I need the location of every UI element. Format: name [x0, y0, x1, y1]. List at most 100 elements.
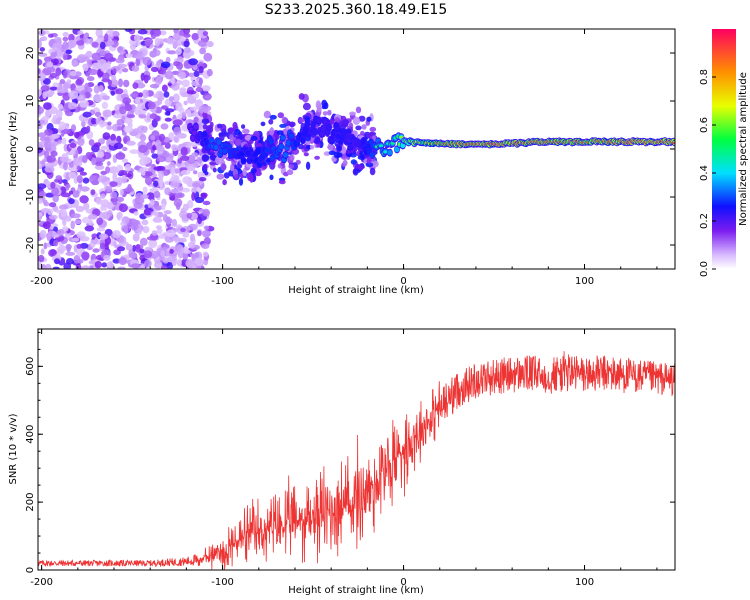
spectrogram-cell — [146, 236, 156, 241]
spectrogram-cell — [48, 202, 57, 208]
spectrogram-cell — [62, 52, 68, 61]
spectrogram-cell — [97, 175, 108, 183]
snr-frame — [37, 328, 676, 571]
spectrogram-cell — [334, 117, 340, 123]
spectrogram-cell — [369, 126, 377, 132]
figure-title: S233.2025.360.18.49.E15 — [265, 2, 448, 18]
spectrogram-cell — [149, 113, 158, 120]
spectrogram-cell — [327, 109, 332, 116]
spectrogram-cell — [174, 192, 185, 199]
spectrogram-cell — [124, 163, 132, 171]
y-tick-label: 0 — [25, 146, 36, 152]
spectrogram-cell — [172, 119, 183, 126]
spectrogram-cell — [189, 233, 196, 242]
spectrogram-cell — [80, 186, 90, 192]
spectrogram-cell — [55, 109, 63, 118]
spectrogram-cell — [84, 82, 89, 92]
spectrogram-cell — [180, 169, 191, 175]
spectrogram-cell — [130, 263, 141, 269]
spectrogram-cell — [51, 133, 60, 139]
spectrogram-cell — [51, 187, 60, 196]
spectrogram-cell — [73, 131, 80, 139]
spectrogram-cell — [115, 57, 125, 64]
spectrogram-cell — [339, 123, 347, 130]
spectrogram-cell — [173, 32, 181, 41]
spectrogram-cell — [88, 260, 96, 265]
spectrogram-cell — [110, 191, 118, 199]
spectrogram-cell — [276, 130, 284, 135]
spectrogram-cell — [268, 119, 274, 125]
spectrogram-cell — [65, 183, 71, 189]
spectrogram-cell — [135, 244, 141, 253]
spectrogram-cell — [199, 47, 207, 55]
spectrogram-cell — [138, 92, 143, 98]
spectrogram-cell — [65, 251, 76, 256]
spectrogram-cell — [216, 139, 222, 145]
spectrogram-cell — [304, 121, 310, 127]
spectrogram-cell — [186, 109, 192, 118]
spectrogram-cell — [72, 157, 80, 166]
spectrogram-cell — [203, 225, 210, 230]
spectrogram-cell — [108, 166, 119, 174]
spectrogram-cell — [201, 243, 210, 250]
spectrogram-cell — [303, 152, 309, 157]
spectrogram-cell — [176, 259, 182, 267]
spectrogram-cell — [117, 126, 123, 131]
spectrogram-cell — [118, 170, 128, 175]
spectrogram-cell — [139, 133, 147, 142]
spectrogram-cell — [269, 114, 277, 120]
spectrogram-cell — [369, 152, 375, 158]
spectrogram-cell — [76, 165, 81, 171]
y-tick-label: 200 — [25, 493, 36, 512]
spectrogram-cell — [96, 151, 105, 158]
spectrogram-cell — [260, 121, 266, 127]
spectrogram-cell — [144, 204, 149, 209]
spectrogram-cell — [216, 173, 225, 180]
spectrogram-cell — [101, 101, 109, 109]
spectrogram-cell — [75, 205, 85, 213]
spectrogram-cell — [130, 222, 139, 231]
spectrogram-cell — [69, 142, 77, 149]
spectrogram-cell — [125, 244, 133, 251]
spectrogram-cell — [68, 171, 77, 179]
spectrogram-cell — [86, 76, 95, 82]
spectrogram-cell — [41, 265, 48, 269]
spectrogram-cell — [192, 182, 201, 188]
spectrogram-cell — [149, 29, 155, 36]
spectrogram-cell — [39, 229, 47, 239]
spectrogram-cell — [183, 40, 190, 48]
colorbar: 0.0 0.2 0.4 0.6 0.8 Normalized spectral ampl… — [699, 29, 749, 277]
spectrogram-cell — [40, 85, 50, 92]
spectrogram-cell — [124, 117, 133, 124]
spectrogram-cell — [42, 78, 51, 85]
spectrogram-cell — [143, 209, 152, 216]
spectrogram-cell — [172, 39, 179, 49]
spectrogram-cell — [139, 167, 149, 172]
spectrogram-cell — [52, 226, 59, 232]
spectrogram-cell — [141, 219, 149, 226]
spectrogram-cell — [110, 90, 116, 96]
spectrogram-cell — [316, 105, 322, 113]
spectrogram-cell — [302, 102, 311, 111]
spectrogram-cell — [122, 158, 128, 163]
spectrogram-cell — [176, 62, 183, 70]
spectrogram-cell — [82, 155, 88, 164]
spectrogram-cell — [183, 100, 188, 106]
spectrogram-cell — [171, 257, 177, 266]
x-tick-label: -100 — [211, 276, 234, 287]
spectrogram-cell — [99, 41, 106, 50]
spectrogram-cell — [202, 230, 211, 238]
spectrogram-cell — [71, 213, 81, 219]
spectrogram-cell — [222, 148, 228, 154]
spectrogram-cell — [94, 164, 105, 170]
spectrogram-cell — [49, 249, 57, 257]
spectrogram-cell — [144, 259, 152, 268]
spectrogram-cell — [38, 183, 47, 190]
spectrogram-cell — [72, 237, 80, 242]
spectrogram-cell — [160, 61, 171, 69]
spectrogram-cell — [191, 192, 196, 201]
spectrogram-cell — [106, 161, 111, 166]
spectrogram-cell — [102, 109, 113, 118]
spectrogram-cell — [50, 150, 58, 157]
